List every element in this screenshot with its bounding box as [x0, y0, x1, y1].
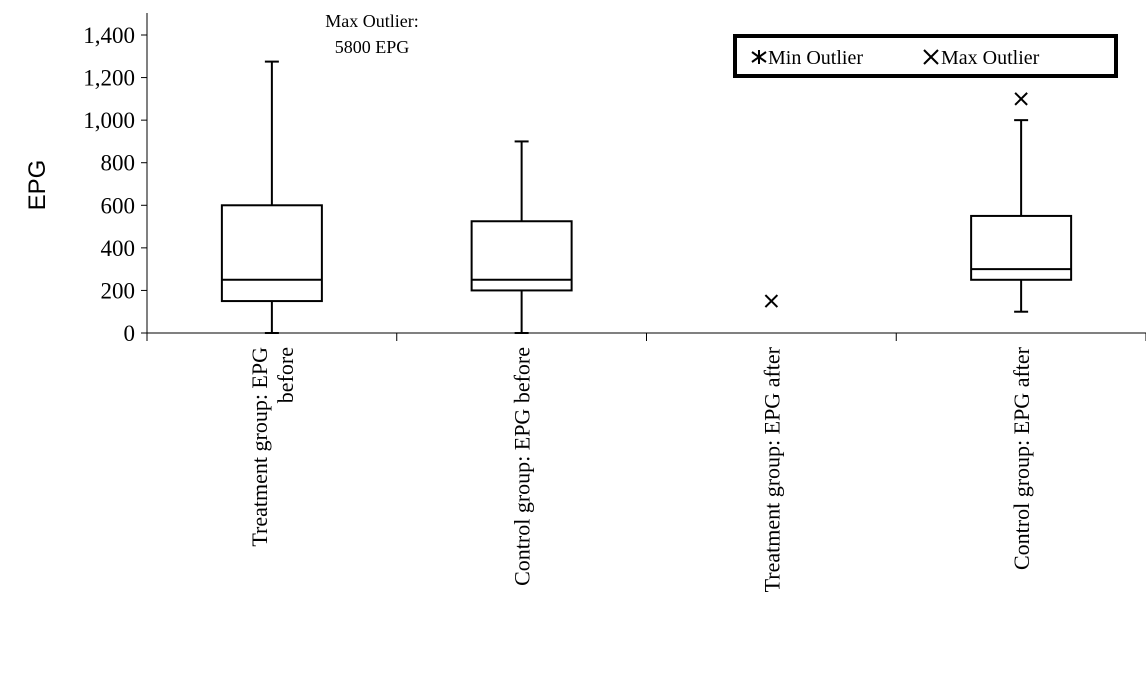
legend-asterisk-marker — [751, 50, 767, 64]
category-label-2: Control group: EPG before — [510, 347, 535, 586]
y-tick-label: 200 — [101, 278, 136, 303]
box-2 — [470, 140, 573, 334]
x-axis — [146, 332, 1146, 341]
outlier-marker — [1014, 92, 1028, 106]
y-tick-label: 800 — [101, 151, 136, 176]
outlier-stroke — [764, 294, 779, 308]
legend-min-outlier-label: Min Outlier — [768, 47, 863, 69]
legend-max-outlier-label: Max Outlier — [941, 47, 1040, 69]
legend-frame — [733, 34, 1118, 78]
y-tick-label: 1,000 — [83, 108, 135, 133]
category-label-3: Treatment group: EPG after — [759, 346, 784, 592]
y-tick-label: 600 — [101, 193, 136, 218]
y-axis-label: EPG — [24, 160, 51, 211]
y-tick-label: 0 — [124, 321, 136, 346]
category-label-4: Control group: EPG after — [1009, 346, 1034, 570]
box-4 — [970, 119, 1073, 313]
legend: Min Outlier Max Outlier — [733, 34, 1118, 78]
box-iqr — [970, 214, 1073, 281]
legend-x-marker — [923, 49, 939, 65]
box-iqr — [220, 204, 323, 303]
annotation-line-2: 5800 EPG — [335, 37, 410, 57]
category-label-line: Treatment group: EPG after — [759, 346, 784, 592]
category-label-1: Treatment group: EPG before — [247, 347, 298, 547]
category-label-line: Treatment group: EPG — [247, 347, 272, 547]
outliers — [764, 92, 1028, 308]
boxes — [220, 60, 1073, 334]
category-label-line: before — [273, 347, 298, 403]
outlier-stroke — [1014, 92, 1028, 106]
annotation-line-1: Max Outlier: — [325, 11, 418, 31]
y-tick-label: 1,400 — [83, 23, 135, 48]
box-1 — [220, 60, 323, 334]
y-tick-label: 1,200 — [83, 66, 135, 91]
outlier-marker — [764, 294, 779, 308]
y-tick-label: 400 — [101, 236, 136, 261]
category-label-line: Control group: EPG before — [510, 347, 535, 586]
y-axis: 0 200 400 600 800 1,000 1,200 1,400 — [83, 13, 148, 346]
category-label-line: Control group: EPG after — [1009, 346, 1034, 570]
category-labels: Treatment group: EPG before Control group:… — [247, 346, 1034, 592]
